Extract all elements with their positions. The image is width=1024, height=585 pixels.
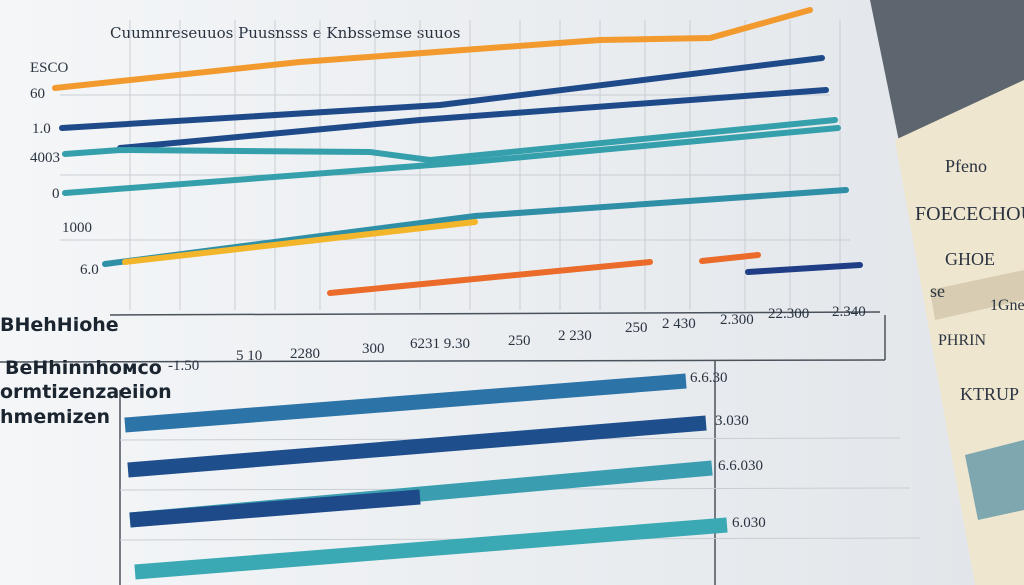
axis-label: 4003 bbox=[30, 150, 60, 166]
card-text: PHRIN bbox=[938, 332, 986, 349]
card-text: Pfeno FOECECHOUT GHOE se 1Gne PHRIN KTRU… bbox=[915, 156, 1024, 404]
line bbox=[122, 219, 478, 265]
bar bbox=[134, 517, 728, 580]
row-label: hmemizen bbox=[0, 406, 110, 428]
card-text: KTRUP bbox=[960, 384, 1019, 404]
card-text: GHOE bbox=[945, 249, 995, 269]
x-label: 2 230 bbox=[558, 328, 592, 344]
row-label: BHehHiohe bbox=[0, 314, 119, 336]
x-label: 300 bbox=[362, 341, 385, 357]
line bbox=[62, 117, 838, 163]
line bbox=[117, 87, 829, 151]
bars bbox=[124, 373, 728, 580]
line bbox=[745, 262, 863, 275]
row-label: BeHhinnhoмco bbox=[5, 357, 162, 379]
header-tick: -1.50 bbox=[168, 358, 199, 374]
row-label: ormtizenzaeiion bbox=[0, 381, 172, 403]
bar bbox=[124, 373, 687, 433]
card-band bbox=[965, 440, 1024, 520]
axis-label: 60 bbox=[30, 86, 45, 102]
card-text: 1Gne bbox=[990, 297, 1024, 314]
rule bbox=[109, 311, 881, 316]
axis-label: ESCO bbox=[30, 60, 69, 76]
x-label: 6231 9.30 bbox=[410, 336, 470, 352]
card-text: Pfeno bbox=[945, 156, 987, 176]
line bbox=[327, 259, 653, 296]
value-label: 3.030 bbox=[715, 413, 749, 429]
bar bbox=[129, 489, 421, 528]
title: Cuumnreseuuos Puusnsss e Knbssemse suuos bbox=[110, 24, 460, 42]
lines bbox=[52, 7, 863, 296]
value-label: 6.6.030 bbox=[718, 458, 763, 474]
rule bbox=[0, 359, 886, 363]
axis-label: 6.0 bbox=[80, 262, 99, 278]
line bbox=[52, 7, 813, 91]
x-label: 22.300 bbox=[768, 306, 809, 322]
card-text: se bbox=[930, 281, 945, 301]
card-band bbox=[930, 270, 1024, 320]
line bbox=[59, 55, 825, 131]
line bbox=[62, 125, 841, 196]
axis-label: 0 bbox=[52, 186, 60, 202]
value-label: 6.030 bbox=[732, 515, 766, 531]
bar bbox=[127, 415, 707, 478]
line bbox=[699, 252, 761, 264]
axis-label: 1.0 bbox=[32, 121, 51, 137]
x-label: 2 430 bbox=[662, 316, 696, 332]
paper bbox=[0, 0, 990, 585]
x-label: 2.300 bbox=[720, 312, 754, 328]
x-label: 250 bbox=[625, 320, 648, 336]
card-text: FOECECHOUT bbox=[915, 203, 1024, 225]
value-label: 6.6.30 bbox=[690, 370, 728, 386]
x-label: 2.340 bbox=[832, 304, 866, 320]
x-label: 2280 bbox=[290, 346, 320, 362]
axis-label: 1000 bbox=[62, 220, 92, 236]
header-tick: 5 10 bbox=[236, 348, 262, 364]
x-label: 250 bbox=[508, 333, 531, 349]
